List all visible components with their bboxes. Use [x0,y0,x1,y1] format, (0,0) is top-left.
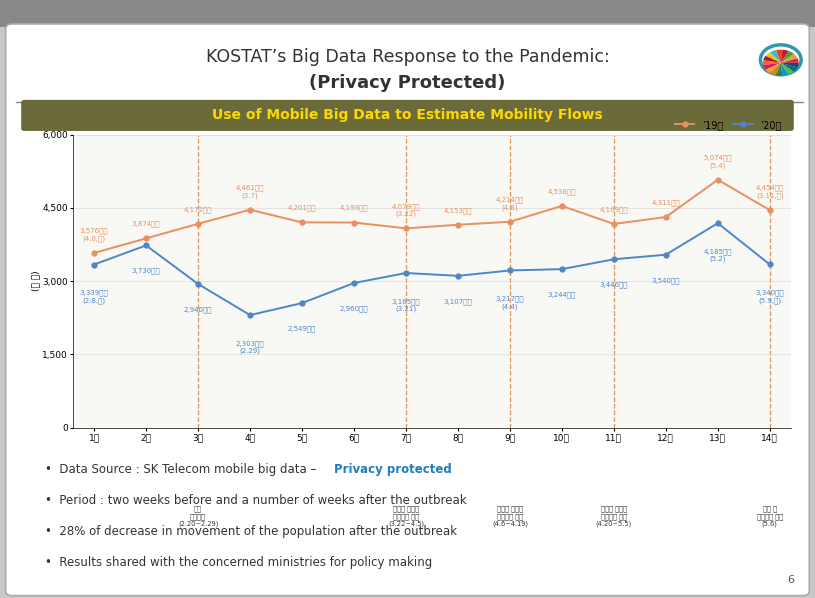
Text: 4,214만건
(4.8): 4,214만건 (4.8) [496,197,524,210]
Wedge shape [770,63,781,75]
Text: 3,446만건: 3,446만건 [600,282,628,288]
Text: 4,185만건
(5.2): 4,185만건 (5.2) [703,248,732,263]
Wedge shape [781,54,798,63]
Text: (Privacy Protected): (Privacy Protected) [310,74,505,91]
Text: 3,165만건
(3.21): 3,165만건 (3.21) [392,298,421,312]
FancyBboxPatch shape [6,24,809,596]
Text: 4,169만건: 4,169만건 [600,206,628,213]
Wedge shape [763,56,781,63]
Wedge shape [781,58,799,63]
Text: 2,960만건: 2,960만건 [340,305,368,312]
Text: •  Data Source : SK Telecom mobile big data –: • Data Source : SK Telecom mobile big da… [45,463,320,476]
Text: Privacy protected: Privacy protected [334,463,452,476]
Text: 4,201만건: 4,201만건 [288,205,316,211]
Wedge shape [781,63,798,72]
Text: 4,172만건: 4,172만건 [184,206,213,213]
Text: Use of Mobile Big Data to Estimate Mobility Flows: Use of Mobile Big Data to Estimate Mobil… [212,108,603,123]
Wedge shape [770,50,781,63]
Text: 3,339만건
(2.8,토): 3,339만건 (2.8,토) [80,289,108,304]
Text: 3,107만건: 3,107만건 [443,298,473,304]
Text: •  28% of decrease in movement of the population after the outbreak: • 28% of decrease in movement of the pop… [45,525,457,538]
Text: 3,217만건
(4.4): 3,217만건 (4.4) [496,295,524,310]
Y-axis label: (만 건): (만 건) [32,271,41,291]
Text: 2,303만건
(2.29): 2,303만건 (2.29) [236,340,264,354]
Text: 6: 6 [787,575,795,585]
Wedge shape [763,63,781,70]
Wedge shape [781,63,789,76]
Wedge shape [765,52,781,63]
Text: 지역
집단감염
(2.20~2.29): 지역 집단감염 (2.20~2.29) [178,506,218,527]
Text: 4,079만건
(3.22): 4,079만건 (3.22) [392,203,421,217]
Wedge shape [765,63,781,74]
Wedge shape [781,63,794,75]
Wedge shape [781,50,789,63]
Text: 2,940만건: 2,940만건 [184,306,213,313]
Text: 5,074만건
(5.4): 5,074만건 (5.4) [703,154,732,169]
Text: 4,311만건: 4,311만건 [651,199,681,206]
Text: 4,153만건: 4,153만건 [443,207,472,213]
Text: 4,461만건
(3.7): 4,461만건 (3.7) [236,185,264,199]
Wedge shape [776,50,782,63]
Text: 4,454만건
(3.11,토): 4,454만건 (3.11,토) [756,185,784,199]
Text: 3,576만건
(4.0,토): 3,576만건 (4.0,토) [80,228,108,242]
Text: 3,340만건
(5.9,토): 3,340만건 (5.9,토) [756,289,784,304]
Text: 분화된 사회적
거리두기 시행
(4.20~5.5): 분화된 사회적 거리두기 시행 (4.20~5.5) [596,506,632,527]
Legend: ’19년, ’20년: ’19년, ’20년 [671,116,786,134]
Wedge shape [781,51,794,63]
FancyBboxPatch shape [21,100,794,131]
Bar [0,0,815,27]
Text: •  Results shared with the concerned ministries for policy making: • Results shared with the concerned mini… [45,556,432,569]
Wedge shape [776,63,782,76]
Text: •  Period : two weeks before and a number of weeks after the outbreak: • Period : two weeks before and a number… [45,494,466,507]
Text: 생활 속
거리두기 시작
(5.6): 생활 속 거리두기 시작 (5.6) [756,506,783,527]
Wedge shape [763,60,781,65]
Text: 2,549만건: 2,549만건 [288,325,316,332]
Text: 3,244만건: 3,244만건 [548,291,576,298]
Text: KOSTAT’s Big Data Response to the Pandemic:: KOSTAT’s Big Data Response to the Pandem… [205,48,610,66]
Text: 강화된 사회적
거리두기 시행
(3.22~4.5): 강화된 사회적 거리두기 시행 (3.22~4.5) [388,506,424,527]
Text: 3,874만건: 3,874만건 [132,221,161,227]
Text: 3,730만건: 3,730만건 [132,268,161,274]
Text: 3,540만건: 3,540만건 [651,277,680,283]
Text: 4,199만건: 4,199만건 [340,205,368,212]
Text: 완화된 사회적
거리두기 완성
(4.6~4.19): 완화된 사회적 거리두기 완성 (4.6~4.19) [492,506,528,527]
Text: 4,538만건: 4,538만건 [548,188,576,195]
Wedge shape [781,63,799,68]
